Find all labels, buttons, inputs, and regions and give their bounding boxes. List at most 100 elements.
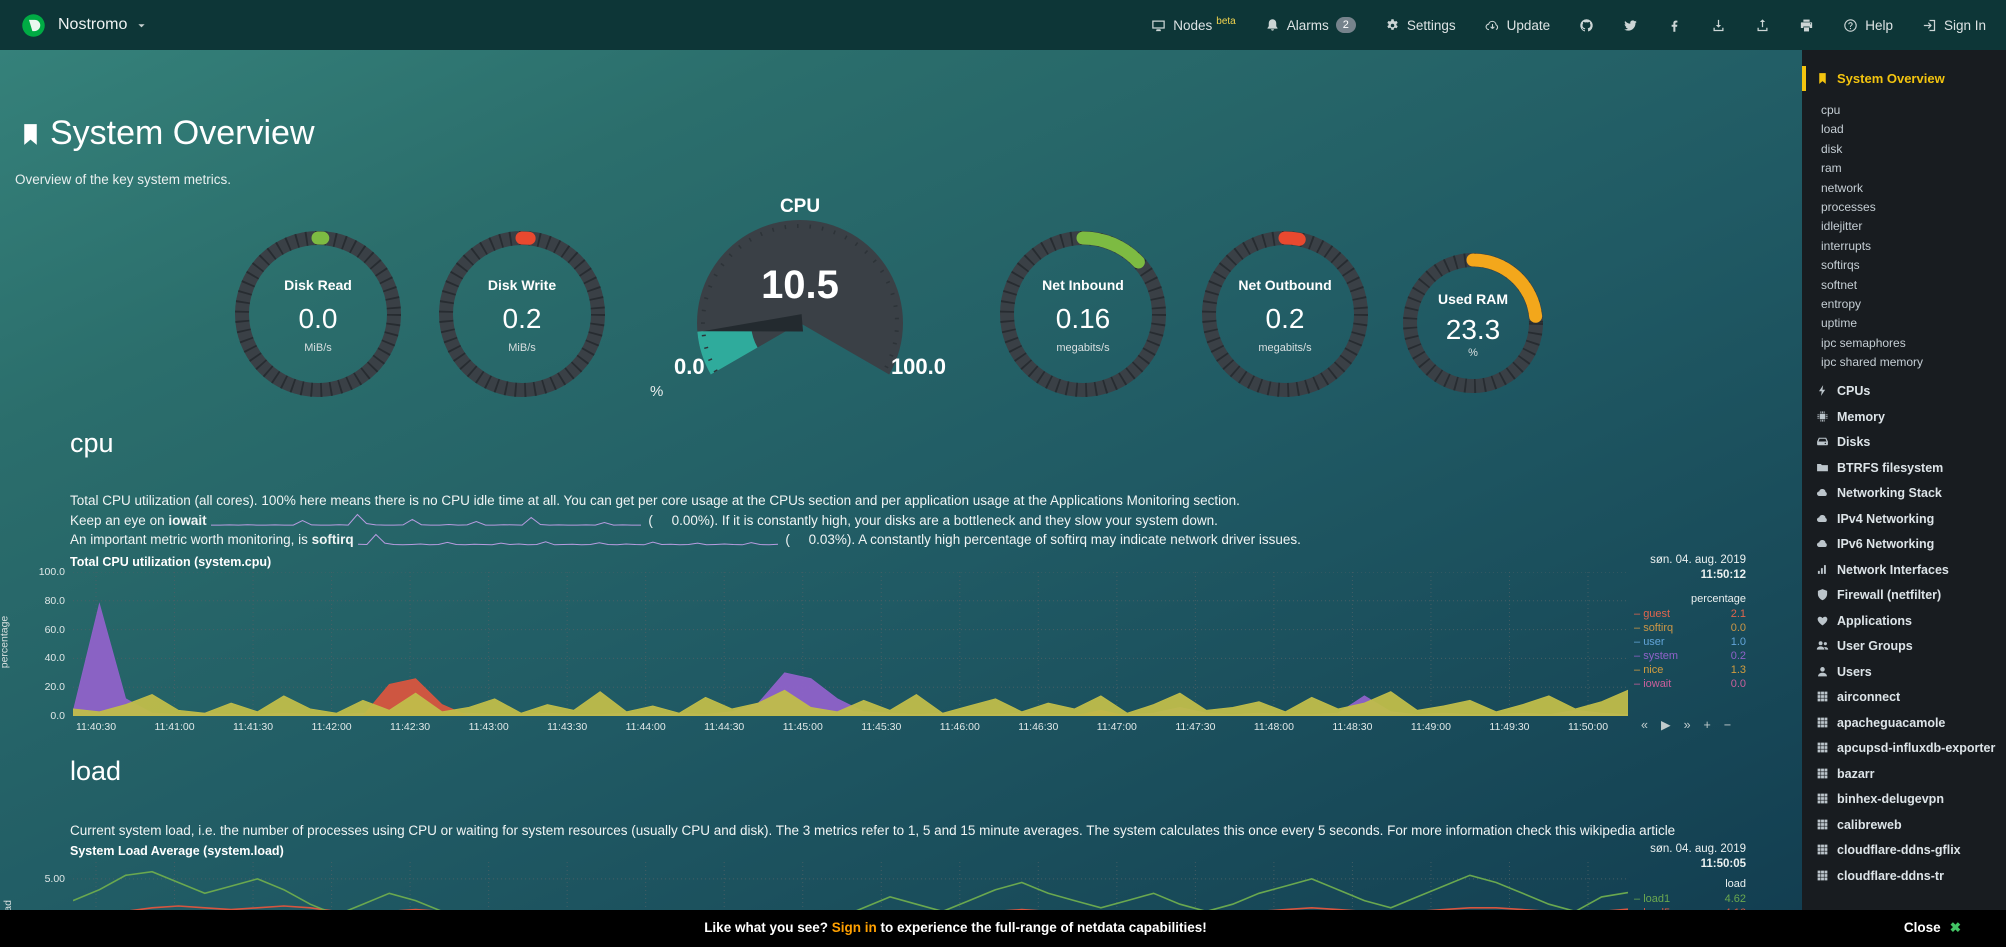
legend-header: percentage [1690,593,1746,605]
sidebar-subitem-softnet[interactable]: softnet [1821,277,1858,292]
sidebar-item-firewall-netfilter[interactable]: Firewall (netfilter) [1802,583,2006,609]
grid-icon [1816,869,1829,882]
legend-entry-softirq[interactable]: softirq 0.0 [1634,622,1746,635]
sidebar-item-network-interfaces[interactable]: Network Interfaces [1802,557,2006,583]
section-heading-cpu[interactable]: cpu [70,428,114,458]
chart-toolbox-button-4[interactable]: − [1723,717,1732,732]
nav-item-settings[interactable]: Settings [1385,18,1456,33]
sidebar-item-users[interactable]: Users [1802,659,2006,685]
sidebar-item-disks[interactable]: Disks [1802,430,2006,456]
nav-item-export[interactable] [1755,18,1770,33]
sidebar-item-binhex-delugevpn[interactable]: binhex-delugevpn [1802,787,2006,813]
sidebar-subitem-softirqs[interactable]: softirqs [1821,258,1860,273]
grid-icon [1816,741,1829,754]
gauge-used-ram[interactable]: Used RAM 23.3% [1397,247,1549,399]
gauge-cpu[interactable]: CPU 10.5 0.0 100.0% [640,190,960,405]
gauge-value: 23.3 [1445,313,1501,345]
sidebar-subitem-entropy[interactable]: entropy [1821,297,1862,312]
gauge-label: Disk Write [487,276,557,293]
monitor-icon [1151,18,1166,33]
grid-icon [1816,818,1829,831]
sidebar-subitem-idlejitter[interactable]: idlejitter [1821,219,1863,234]
sidebar-item-ipv6-networking[interactable]: IPv6 Networking [1802,532,2006,558]
node-dropdown[interactable]: Nostromo [58,16,149,34]
sidebar-item-apcupsd-influxdb-exporter[interactable]: apcupsd-influxdb-exporter [1802,736,2006,762]
sidebar-subitem-ram[interactable]: ram [1821,161,1842,176]
gauge-disk-write[interactable]: Disk Write 0.2 MiB/s [433,225,611,403]
close-button[interactable]: Close ✖ [1904,920,1961,936]
netdata-logo[interactable] [20,12,47,39]
nav-item-facebook[interactable] [1667,18,1682,33]
softirq-value: ( 0.03%). [781,532,856,548]
signin-link[interactable]: Sign in [831,920,877,935]
chart-toolbox-button-1[interactable]: ▶ [1660,718,1671,732]
gauge-value: 0.0 [298,303,338,335]
sidebar-subitem-load[interactable]: load [1821,122,1844,137]
nav-item-signin[interactable]: Sign In [1922,18,1986,33]
text-segment: Like what you see? [704,920,832,935]
gauge-net-inbound[interactable]: Net Inbound 0.16 megabits/s [994,225,1172,403]
sidebar-item-networking-stack[interactable]: Networking Stack [1802,481,2006,507]
nav-item-help[interactable]: Help [1843,18,1893,33]
sidebar-item-apacheguacamole[interactable]: apacheguacamole [1802,710,2006,736]
legend-entry-system[interactable]: system 0.2 [1634,650,1746,663]
gauge-net-outbound[interactable]: Net Outbound 0.2 megabits/s [1196,225,1374,403]
sidebar-subitem-ipc-shared-memory[interactable]: ipc shared memory [1821,355,1924,370]
legend-name: user [1634,636,1664,649]
legend-entry-user[interactable]: user 1.0 [1634,636,1746,649]
x-axis-tick: 11:44:00 [625,721,666,733]
sidebar-item-airconnect[interactable]: airconnect [1802,685,2006,711]
sidebar-item-btrfs-filesystem[interactable]: BTRFS filesystem [1802,455,2006,481]
y-axis-title: percentage [0,615,11,669]
sidebar-subitem-disk[interactable]: disk [1821,141,1843,156]
nav-item-alarms[interactable]: Alarms 2 [1265,17,1356,33]
sidebar-subitem-interrupts[interactable]: interrupts [1821,238,1872,253]
sidebar-item-calibreweb[interactable]: calibreweb [1802,812,2006,838]
legend-entry-guest[interactable]: guest 2.1 [1634,608,1746,621]
nav-item-update[interactable]: Update [1485,18,1550,33]
sidebar-subitem-ipc-semaphores[interactable]: ipc semaphores [1821,335,1906,350]
nav-item-import[interactable] [1711,18,1726,33]
cpu-description: Total CPU utilization (all cores). 100% … [70,491,1301,550]
sidebar-item-cloudflare-ddns-gflix[interactable]: cloudflare-ddns-gflix [1802,838,2006,864]
cpu-chart-plot[interactable] [73,572,1628,716]
nav-item-nodes[interactable]: Nodes beta [1151,16,1236,33]
gauge-disk-read[interactable]: Disk Read 0.0 MiB/s [229,225,407,403]
chart-toolbox-button-3[interactable]: + [1703,717,1711,732]
right-sidebar: System Overview cpu load disk ram network pro… [1802,50,2006,910]
sidebar-item-cpus[interactable]: CPUs [1802,379,2006,405]
chart-toolbox-button-0[interactable]: « [1641,717,1648,732]
legend-entry-load1[interactable]: load1 4.62 [1634,893,1746,906]
x-axis-tick: 11:48:30 [1332,721,1373,733]
gear-icon [1385,18,1400,33]
footer-bar: Like what you see? Sign in to experience… [0,910,2006,947]
grid-icon [1816,843,1829,856]
sidebar-subitem-network[interactable]: network [1821,180,1864,195]
x-axis-tick: 11:49:30 [1489,721,1530,733]
sidebar-item-cloudflare-ddns-tr[interactable]: cloudflare-ddns-tr [1802,863,2006,889]
sidebar-subitem-processes[interactable]: processes [1821,200,1876,215]
legend-entry-iowait[interactable]: iowait 0.0 [1634,678,1746,691]
page-subtitle: Overview of the key system metrics. [15,172,232,187]
cpu-chart-date: søn. 04. aug. 2019 [1650,554,1746,566]
nav-item-print[interactable] [1799,18,1814,33]
legend-entry-nice[interactable]: nice 1.3 [1634,664,1746,677]
section-heading-load[interactable]: load [70,756,122,786]
sidebar-item-memory[interactable]: Memory [1802,404,2006,430]
sidebar-item-applications[interactable]: Applications [1802,608,2006,634]
sidebar-item-system-overview[interactable]: System Overview [1802,66,2006,91]
chart-toolbox-button-2[interactable]: » [1683,717,1691,732]
nav-item-twitter[interactable] [1623,18,1638,33]
bookmark-icon [18,122,43,147]
y-axis-tick: 100.0 [38,566,65,578]
github-icon [1579,18,1594,33]
legend-name: iowait [1634,678,1671,691]
sidebar-subitem-cpu[interactable]: cpu [1821,103,1841,117]
legend-value: 0.2 [1730,650,1746,662]
nav-item-github[interactable] [1579,18,1594,33]
sidebar-subitem-uptime[interactable]: uptime [1821,316,1858,331]
download-icon [1711,18,1726,33]
sidebar-item-bazarr[interactable]: bazarr [1802,761,2006,787]
sidebar-item-ipv4-networking[interactable]: IPv4 Networking [1802,506,2006,532]
sidebar-item-user-groups[interactable]: User Groups [1802,634,2006,660]
